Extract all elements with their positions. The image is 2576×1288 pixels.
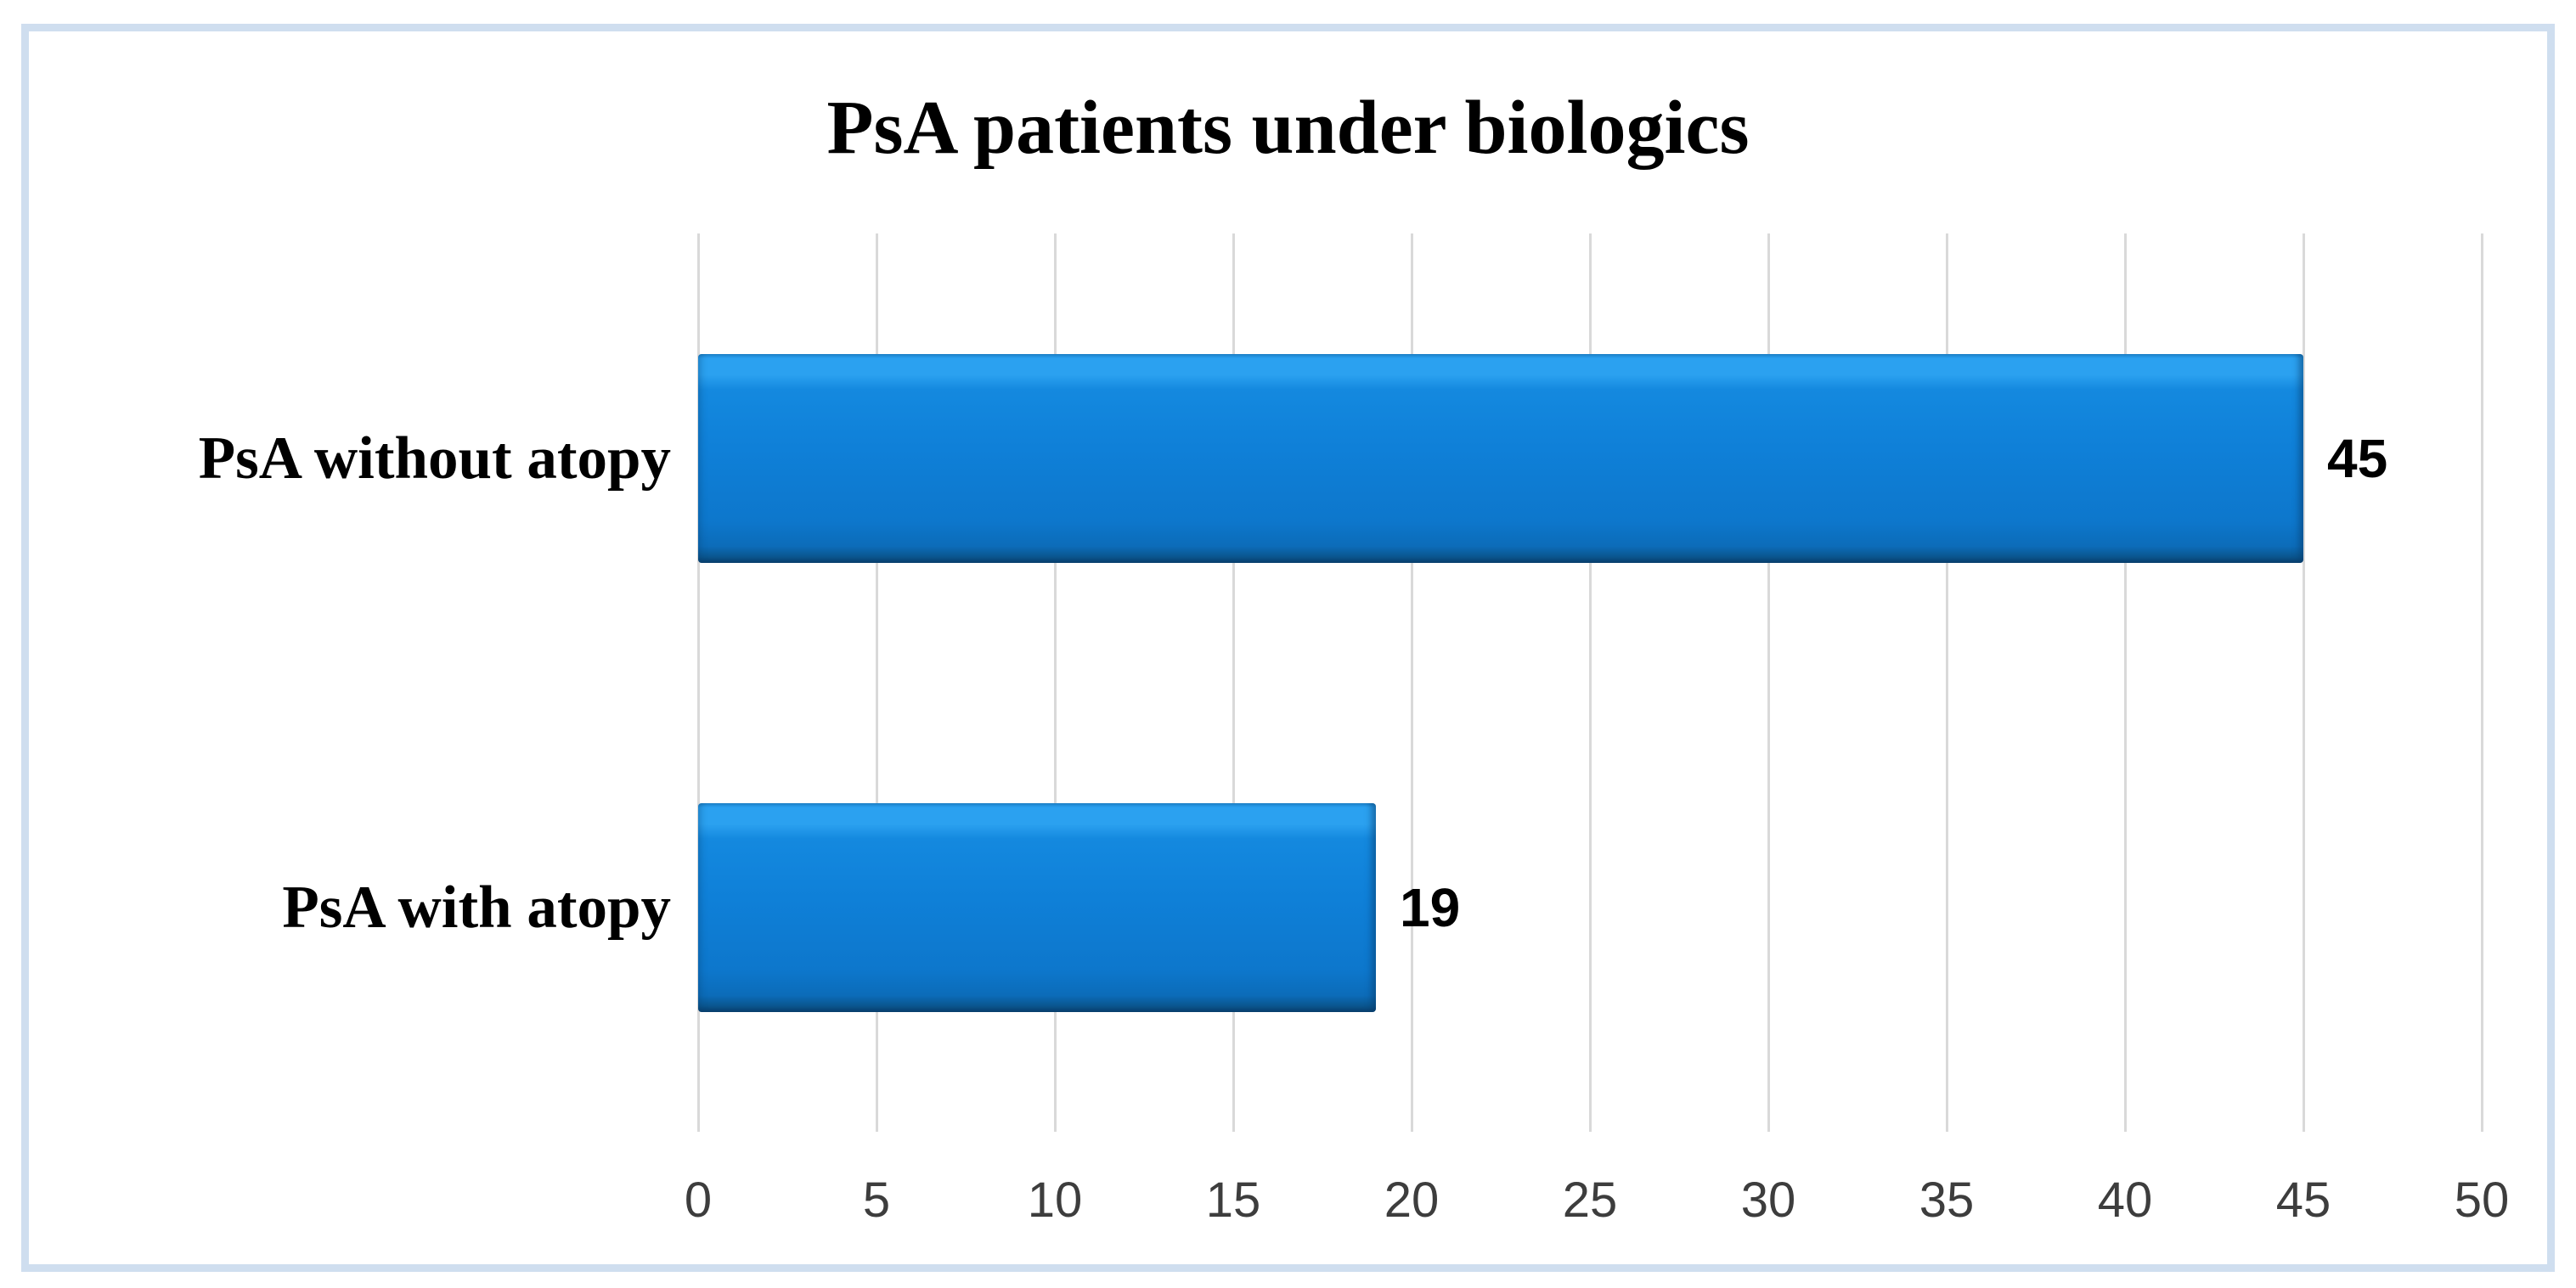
gridline-x-10 (1053, 233, 1057, 1132)
gridline-x-35 (1945, 233, 1948, 1132)
x-axis-tick-label: 25 (1562, 1173, 1618, 1228)
gridline-x-40 (2123, 233, 2127, 1132)
chart-title: PsA patients under biologics (826, 86, 1750, 170)
category-label: PsA with atopy (282, 874, 671, 941)
gridline-x-0 (696, 233, 700, 1132)
x-axis-tick-label: 0 (684, 1173, 713, 1228)
gridline-x-25 (1588, 233, 1592, 1132)
chart-frame (21, 24, 2555, 1272)
category-label: PsA without atopy (198, 425, 671, 492)
x-axis-tick-label: 50 (2454, 1173, 2510, 1228)
x-axis-tick-label: 30 (1740, 1173, 1796, 1228)
x-axis-tick-label: 15 (1205, 1173, 1261, 1228)
x-axis-tick-label: 10 (1027, 1173, 1083, 1228)
bar-psa-without-atopy (698, 353, 2303, 563)
x-axis-tick-label: 5 (862, 1173, 891, 1228)
bar-psa-with-atopy (698, 802, 1376, 1012)
bar-value-label: 45 (2327, 427, 2388, 489)
bar-value-label: 19 (1400, 876, 1461, 938)
x-axis-tick-label: 20 (1384, 1173, 1440, 1228)
gridline-x-50 (2480, 233, 2483, 1132)
gridline-x-20 (1410, 233, 1413, 1132)
x-axis-tick-label: 35 (1919, 1173, 1975, 1228)
x-axis-tick-label: 45 (2275, 1173, 2331, 1228)
gridline-x-30 (1767, 233, 1770, 1132)
gridline-x-45 (2302, 233, 2305, 1132)
x-axis-tick-label: 40 (2097, 1173, 2153, 1228)
gridline-x-5 (875, 233, 878, 1132)
gridline-x-15 (1232, 233, 1235, 1132)
